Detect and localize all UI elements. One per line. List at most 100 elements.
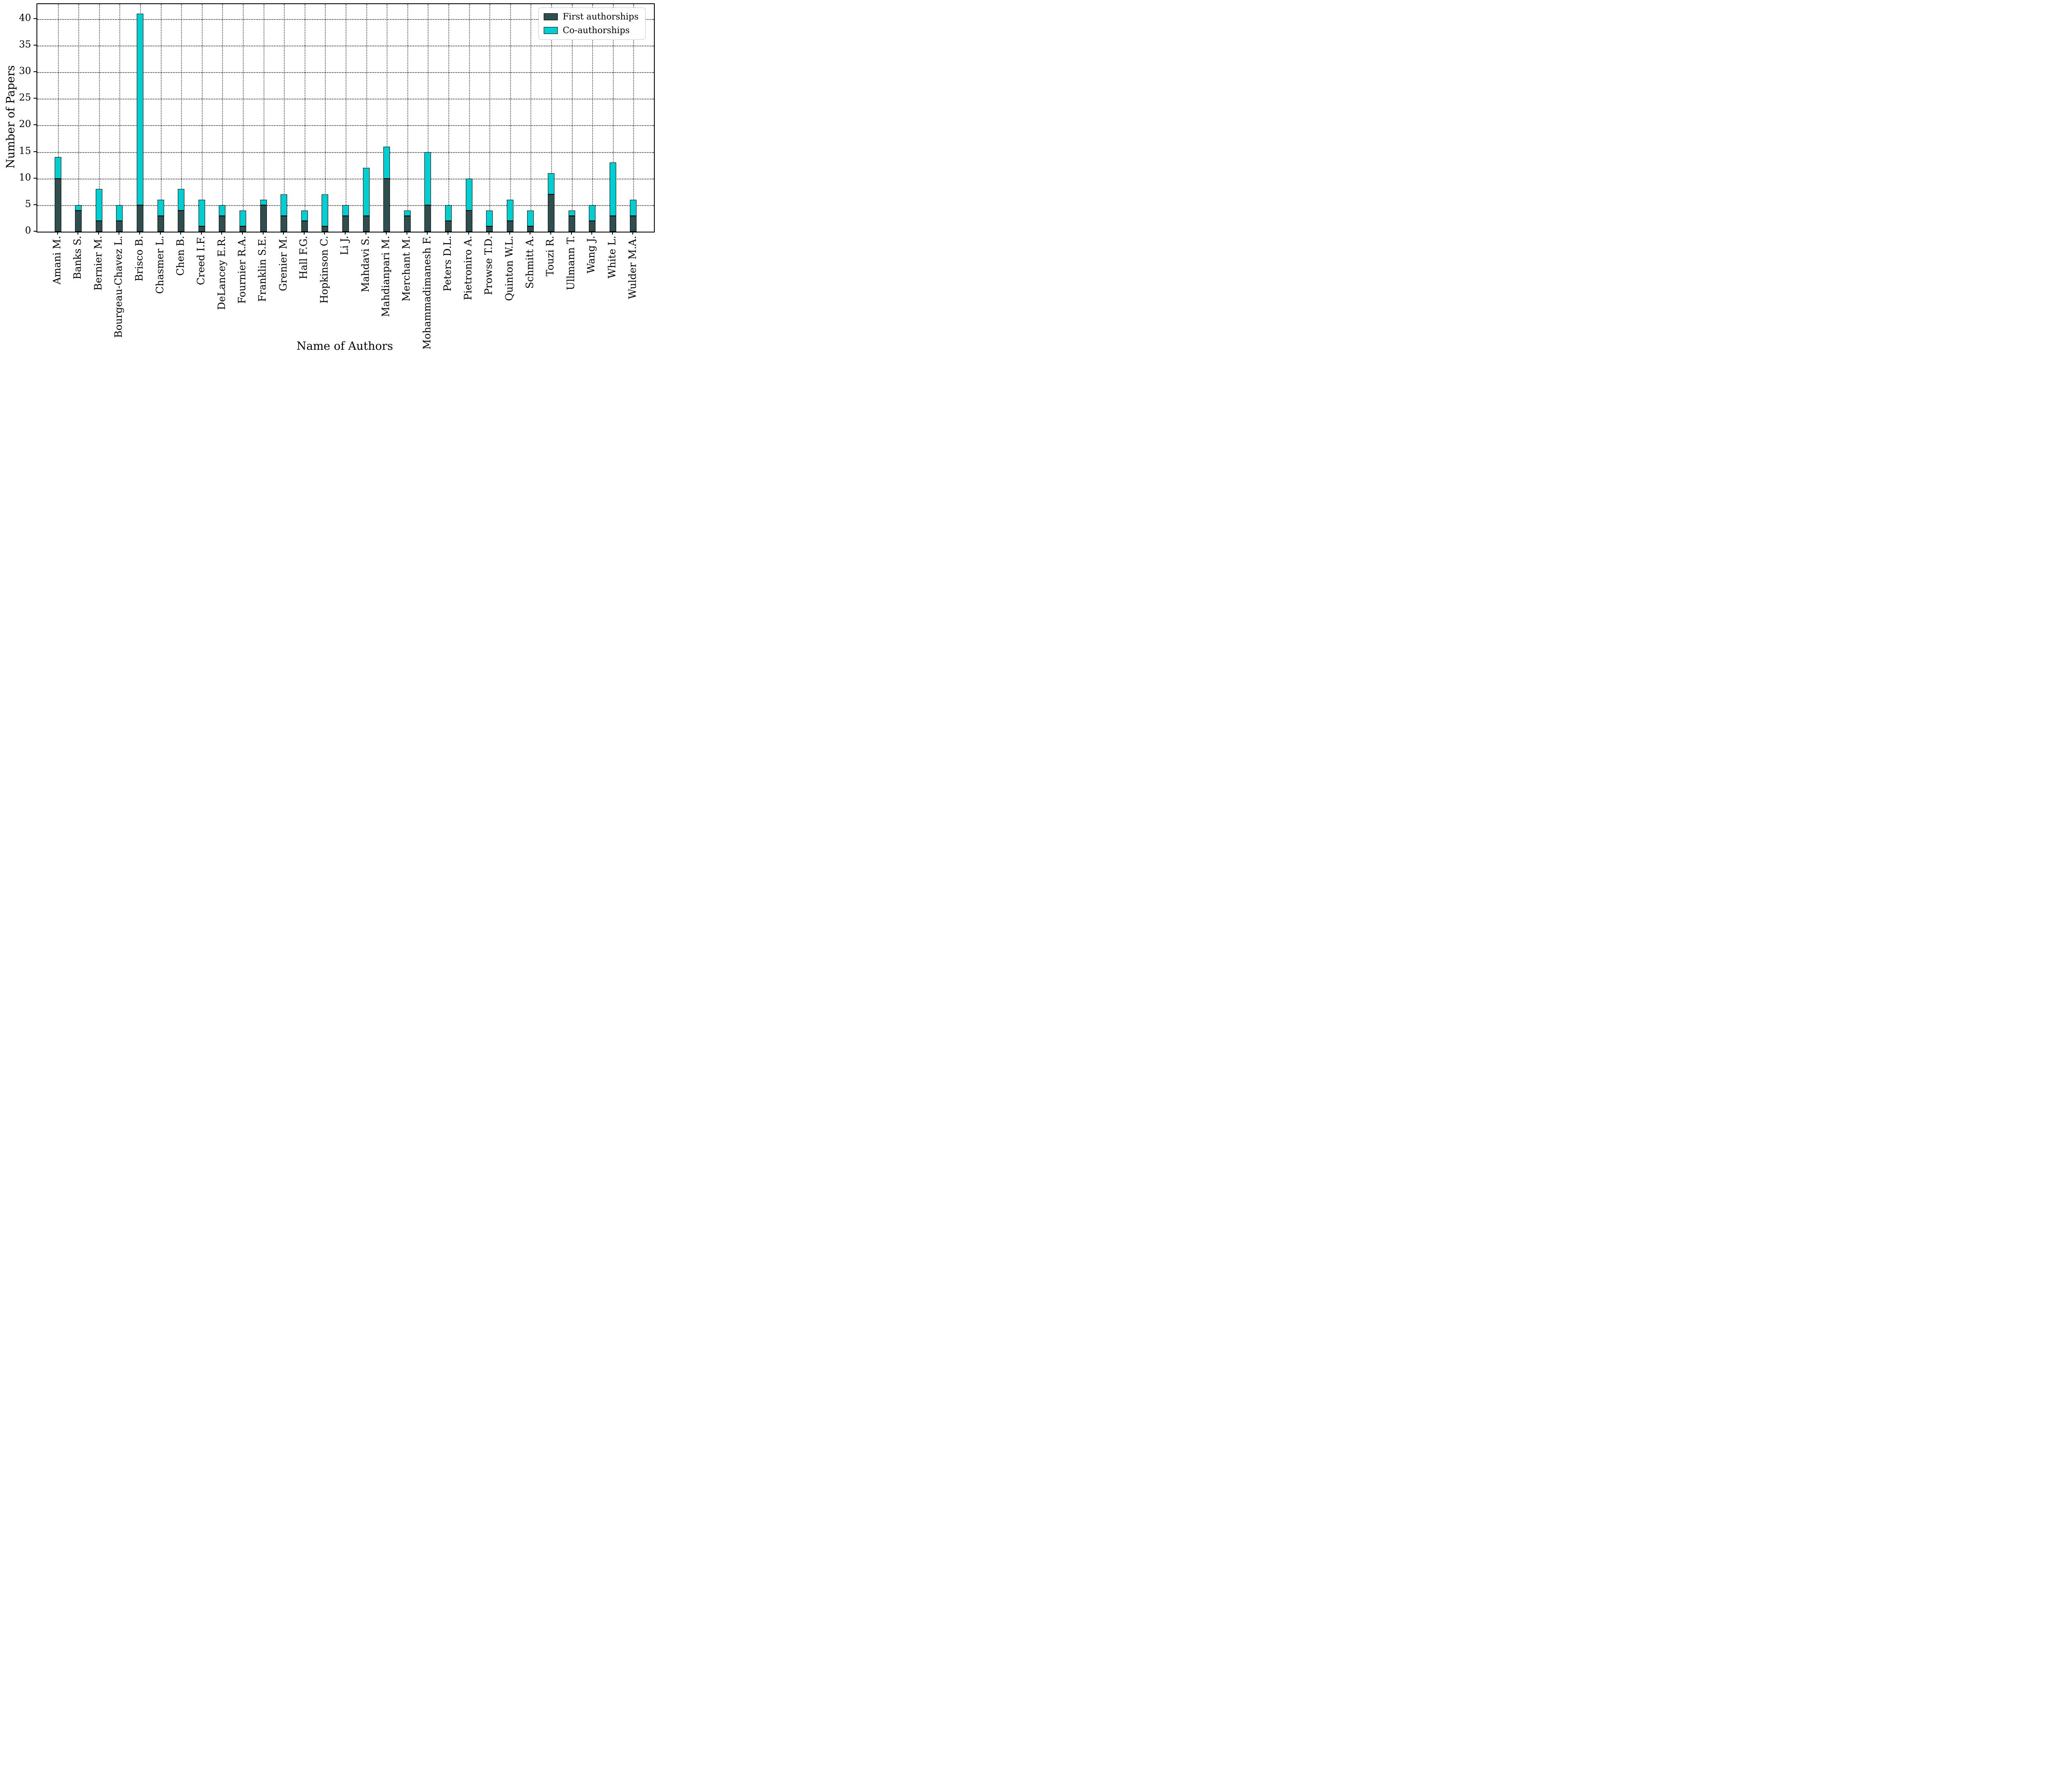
gridline-v-schmitt-a — [530, 4, 532, 232]
bar-chen-b — [178, 189, 185, 232]
bar-segment-first-authorships — [137, 205, 143, 232]
bar-segment-co-authorships — [281, 194, 288, 216]
x-tick-label-delancey-e-r: DeLancey E.R. — [215, 236, 228, 310]
x-tick-label-banks-s: Banks S. — [72, 236, 84, 280]
y-tick-10 — [34, 177, 36, 179]
y-tick-label-5: 5 — [25, 199, 31, 210]
bar-segment-first-authorships — [527, 226, 534, 232]
legend-label-co-authorships: Co-authorships — [562, 25, 630, 35]
gridline-v-wang-j — [592, 4, 593, 232]
x-tick-fournier-r-a — [242, 232, 243, 235]
gridline-v-delancey-e-r — [222, 4, 223, 232]
x-tick-label-li-j: Li J. — [339, 236, 351, 255]
bar-segment-first-authorships — [178, 210, 185, 232]
x-tick-label-merchant-m: Merchant M. — [400, 236, 412, 302]
bar-white-l — [609, 162, 616, 232]
bar-segment-co-authorships — [198, 200, 205, 227]
x-tick-brisco-b — [139, 232, 140, 235]
bar-segment-co-authorships — [527, 210, 534, 227]
x-tick-grenier-m — [283, 232, 284, 235]
x-tick-label-schmitt-a: Schmitt A. — [524, 236, 536, 289]
bar-delancey-e-r — [219, 205, 226, 232]
bar-grenier-m — [281, 194, 288, 232]
plot-area: First authorships Co-authorships — [36, 3, 655, 232]
bar-segment-first-authorships — [198, 226, 205, 232]
bar-mahdianpari-m — [383, 146, 390, 232]
bar-segment-co-authorships — [506, 200, 513, 221]
y-tick-label-35: 35 — [19, 39, 31, 50]
bar-banks-s — [75, 205, 82, 232]
bar-creed-i-f — [198, 200, 205, 232]
gridline-v-grenier-m — [284, 4, 285, 232]
y-tick-label-30: 30 — [19, 65, 31, 77]
x-tick-label-grenier-m: Grenier M. — [277, 236, 289, 291]
bar-segment-co-authorships — [486, 210, 493, 227]
y-tick-label-10: 10 — [19, 172, 31, 183]
bar-segment-first-authorships — [54, 178, 61, 232]
bar-li-j — [342, 205, 349, 232]
gridline-v-pietroniro-a — [469, 4, 470, 232]
x-tick-label-wulder-m-a: Wulder M.A. — [627, 236, 639, 299]
bar-segment-first-authorships — [465, 210, 472, 232]
x-tick-wulder-m-a — [632, 232, 634, 235]
y-tick-label-20: 20 — [19, 119, 31, 130]
bar-segment-co-authorships — [630, 200, 637, 216]
x-tick-label-mahdianpari-m: Mahdianpari M. — [380, 236, 392, 317]
y-tick-label-25: 25 — [19, 92, 31, 103]
x-tick-label-ullmann-t: Ullmann T. — [565, 236, 577, 291]
bar-fournier-r-a — [240, 210, 246, 232]
y-tick-35 — [34, 45, 36, 46]
x-tick-delancey-e-r — [221, 232, 223, 235]
bar-chasmer-l — [157, 200, 164, 232]
bar-merchant-m — [404, 210, 411, 232]
bar-segment-co-authorships — [301, 210, 308, 221]
x-tick-mahdianpari-m — [386, 232, 387, 235]
x-tick-franklin-s-e — [262, 232, 264, 235]
y-tick-40 — [34, 18, 36, 19]
gridline-v-touzi-r — [551, 4, 552, 232]
bar-segment-co-authorships — [609, 162, 616, 216]
bar-segment-co-authorships — [404, 210, 411, 216]
x-tick-quinton-w-l — [509, 232, 510, 235]
gridline-v-banks-s — [78, 4, 80, 232]
bar-segment-co-authorships — [75, 205, 82, 211]
bar-segment-first-authorships — [548, 194, 554, 232]
bar-segment-co-authorships — [219, 205, 226, 216]
bar-segment-first-authorships — [589, 221, 596, 232]
bar-segment-first-authorships — [568, 215, 575, 232]
bar-segment-first-authorships — [301, 221, 308, 232]
bar-segment-co-authorships — [54, 157, 61, 179]
gridline-v-creed-i-f — [201, 4, 203, 232]
x-tick-label-creed-i-f: Creed I.F. — [195, 236, 207, 285]
bar-segment-first-authorships — [219, 215, 226, 232]
bar-prowse-t-d — [486, 210, 493, 232]
y-tick-label-40: 40 — [19, 12, 31, 24]
gridline-v-white-l — [612, 4, 614, 232]
x-tick-label-hall-f-g: Hall F.G. — [298, 236, 310, 279]
bar-touzi-r — [548, 173, 554, 232]
bar-franklin-s-e — [260, 200, 267, 232]
x-tick-label-mahdavi-s: Mahdavi S. — [359, 236, 371, 293]
x-tick-chen-b — [180, 232, 182, 235]
bar-segment-first-authorships — [260, 205, 267, 232]
y-tick-label-15: 15 — [19, 145, 31, 157]
x-tick-label-brisco-b: Brisco B. — [133, 236, 145, 281]
bar-schmitt-a — [527, 210, 534, 232]
x-tick-mohammadimanesh-f — [427, 232, 428, 235]
bar-segment-co-authorships — [322, 194, 329, 227]
gridline-v-ullmann-t — [571, 4, 573, 232]
x-tick-chasmer-l — [160, 232, 161, 235]
x-tick-label-franklin-s-e: Franklin S.E. — [257, 236, 269, 302]
bar-segment-first-authorships — [95, 221, 102, 232]
x-tick-label-bernier-m: Bernier M. — [92, 236, 104, 291]
legend-swatch-first-authorships — [543, 13, 558, 20]
bar-segment-co-authorships — [363, 168, 370, 216]
bar-segment-first-authorships — [404, 215, 411, 232]
bar-segment-co-authorships — [445, 205, 452, 221]
x-tick-hopkinson-c — [324, 232, 325, 235]
bar-segment-co-authorships — [465, 178, 472, 211]
bar-pietroniro-a — [465, 178, 472, 232]
x-tick-label-white-l: White L. — [606, 236, 618, 278]
x-tick-label-fournier-r-a: Fournier R.A. — [236, 236, 248, 304]
y-tick-5 — [34, 204, 36, 205]
